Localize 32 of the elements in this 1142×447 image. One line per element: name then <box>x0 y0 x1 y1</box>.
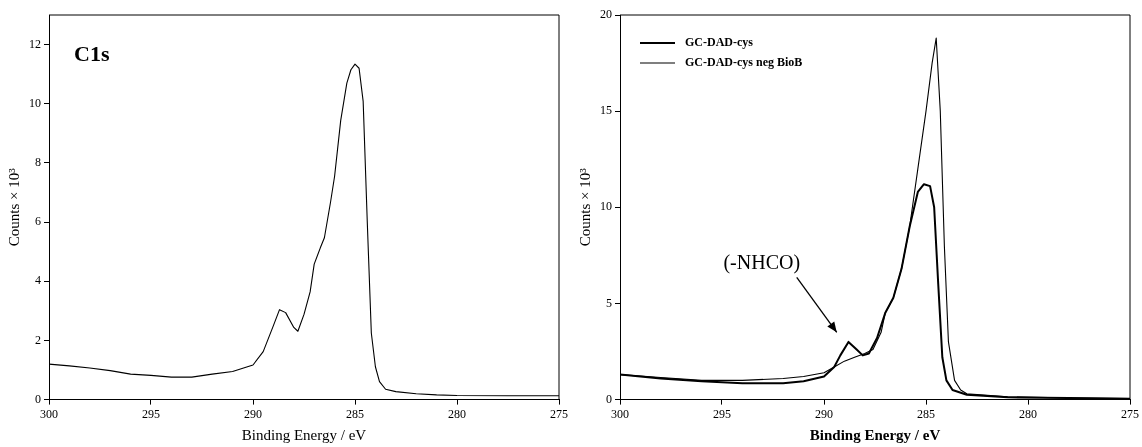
x-tick-label: 300 <box>40 406 58 421</box>
y-axis-title: Counts × 10³ <box>5 167 22 247</box>
x-axis-title: Binding Energy / eV <box>241 426 367 443</box>
y-tick-label: 20 <box>600 7 612 22</box>
y-tick-label: 15 <box>600 103 612 118</box>
x-tick-label: 300 <box>611 406 629 421</box>
annotation: C1s <box>74 40 110 66</box>
y-tick-label: 4 <box>35 273 41 288</box>
x-tick-label: 290 <box>815 406 833 421</box>
x-tick-label: 285 <box>917 406 935 421</box>
x-tick-label: 280 <box>448 406 466 421</box>
y-tick-label: 0 <box>606 391 612 406</box>
y-tick-label: 12 <box>29 36 41 51</box>
x-tick-label: 275 <box>550 406 568 421</box>
x-tick-label: 290 <box>244 406 262 421</box>
x-tick-label: 295 <box>713 406 731 421</box>
x-tick-label: 275 <box>1121 406 1139 421</box>
legend-label: GC-DAD-cys <box>685 35 754 50</box>
x-tick-label: 285 <box>346 406 364 421</box>
y-tick-label: 6 <box>35 214 41 229</box>
legend-label: GC-DAD-cys neg BioB <box>685 55 803 70</box>
x-axis-title: Binding Energy / eV <box>809 426 941 443</box>
annotation: (-NHCO) <box>723 250 801 274</box>
x-tick-label: 295 <box>142 406 160 421</box>
y-tick-label: 5 <box>606 295 612 310</box>
y-tick-label: 10 <box>29 95 41 110</box>
y-tick-label: 8 <box>35 155 41 170</box>
y-tick-label: 10 <box>600 199 612 214</box>
y-axis-title: Counts × 10³ <box>576 167 593 247</box>
x-tick-label: 280 <box>1019 406 1037 421</box>
y-tick-label: 2 <box>35 332 41 347</box>
y-tick-label: 0 <box>35 391 41 406</box>
